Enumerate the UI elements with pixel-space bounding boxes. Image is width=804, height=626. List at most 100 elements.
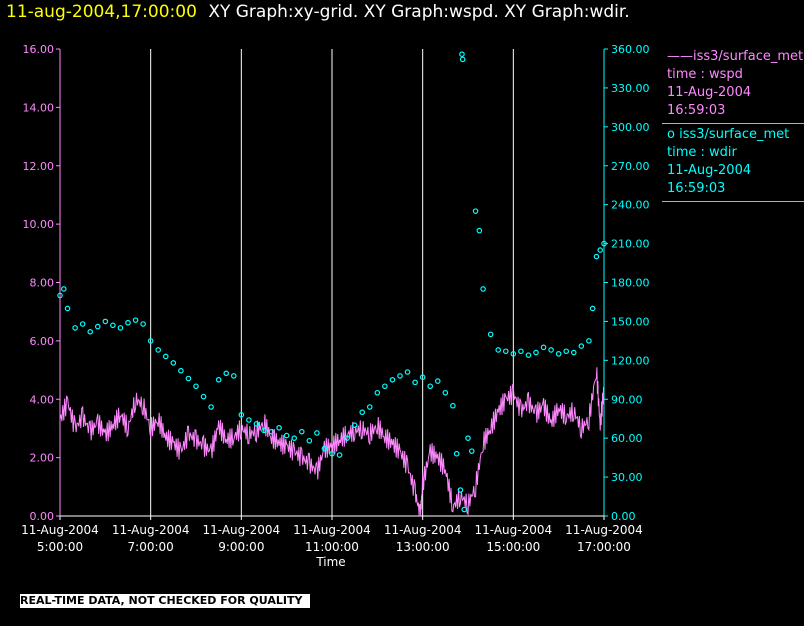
right-tick-label-7: 210.00 [611,238,650,251]
legend-wdir-title: o iss3/surface_met [667,126,804,144]
x-tick-time-0: 5:00:00 [37,540,83,554]
wdir-point-4 [79,321,86,327]
wdir-point-39 [344,435,350,441]
wdir-point-79 [601,240,607,247]
right-tick-label-11: 330.00 [611,82,650,95]
x-tick-date-0: 11-Aug-2004 [21,523,99,537]
wdir-point-3 [72,325,78,331]
wdir-point-61 [480,286,486,292]
left-tick-label-0: 0.00 [30,510,55,523]
x-tick-date-4: 11-Aug-2004 [384,523,462,537]
legend-wspd-title: ——iss3/surface_met [667,48,804,66]
wdir-point-62 [487,331,494,338]
wdir-point-76 [589,305,596,312]
wdir-point-40 [351,422,358,428]
header-graph-titles: XY Graph:xy-grid. XY Graph:wspd. XY Grap… [208,2,630,22]
wdir-point-26 [246,417,252,423]
right-tick-label-10: 300.00 [611,121,650,134]
x-tick-time-5: 15:00:00 [486,540,540,554]
left-axis-ticks: 0.00 2.00 4.00 6.00 8.00 10.00 12.00 14.00 16.00 [23,43,60,523]
wdir-point-33 [298,428,305,435]
x-tick-date-6: 11-Aug-2004 [565,523,643,537]
quality-disclaimer: REAL-TIME DATA, NOT CHECKED FOR QUALITY [20,594,310,608]
legend-wspd: ——iss3/surface_met time : wspd 11-Aug-20… [662,46,804,124]
wdir-point-19 [193,383,199,390]
wdir-point-38 [336,452,343,458]
wdir-point-70 [548,347,554,353]
wdir-point-2 [64,305,71,312]
wdir-point-60 [476,227,483,234]
wdir-point-31 [283,432,290,439]
wdir-point-37 [329,450,335,457]
wdir-point-22 [215,376,222,383]
wdir-point-30 [276,424,282,431]
wdir-point-50 [427,383,434,390]
x-tick-time-4: 13:00:00 [396,540,450,554]
left-tick-label-4: 8.00 [30,277,55,290]
wdir-point-54 [453,450,460,457]
legend-wspd-source: iss3/surface_met [693,49,804,64]
wdir-point-29 [268,428,275,435]
wdir-point-18 [185,375,192,382]
wdir-point-64 [502,348,509,355]
wdir-point-28 [261,427,267,434]
wdir-point-67 [525,352,532,358]
wdir-point-65 [510,351,517,357]
wdir-point-43 [374,389,381,396]
wdir-point-78 [597,247,604,253]
left-tick-label-7: 14.00 [23,101,55,114]
legend-wdir-date: 11-Aug-2004 [667,163,752,178]
legend-wdir-source: iss3/surface_met [679,127,790,142]
x-tick-date-1: 11-Aug-2004 [112,523,190,537]
wdir-point-74 [578,343,585,349]
wdir-series [57,51,607,513]
wdir-point-72 [563,348,570,355]
wdir-point-56 [461,506,468,513]
left-tick-label-6: 12.00 [23,160,55,173]
x-axis-ticks: 11-Aug-2004 5:00:00 11-Aug-2004 7:00:00 11-A… [21,516,643,554]
wdir-point-35 [314,430,320,436]
wdir-point-51 [434,378,441,384]
x-tick-time-6: 17:00:00 [577,540,631,554]
left-tick-label-8: 16.00 [23,43,55,56]
wdir-point-68 [533,349,539,356]
wdir-point-58 [468,448,475,454]
wspd-line [59,367,605,517]
legend-wspd-date: 11-Aug-2004 [667,85,752,100]
legend-wspd-var: time : wspd [667,67,743,82]
wdir-point-16 [170,360,177,366]
wdir-point-7 [102,318,109,325]
wdir-point-42 [366,404,373,410]
wdir-point-57 [465,435,471,441]
x-axis-title: Time [315,555,345,569]
wdir-point-52 [442,389,449,396]
wdir-point-63 [495,347,502,353]
wdir-point-27 [253,421,260,427]
wdir-point-71 [555,351,562,357]
wdir-point-73 [570,349,577,356]
wdir-point-14 [155,347,162,353]
legend-wdir-circle-marker: o [667,127,675,142]
wdir-point-13 [147,338,154,344]
wdir-point-66 [518,348,524,355]
wdir-point-81 [459,56,466,63]
wdir-point-48 [412,379,418,386]
wdir-point-32 [291,435,298,441]
wdir-point-1 [60,286,67,292]
wdir-point-69 [540,344,547,351]
right-tick-label-4: 120.00 [611,354,650,367]
right-tick-label-1: 30.00 [611,471,643,484]
wdir-point-45 [389,376,396,383]
wdir-point-75 [586,338,592,344]
legend-wdir-time: 16:59:03 [667,181,726,196]
legend-wdir-var: time : wdir [667,145,737,160]
x-tick-time-3: 11:00:00 [305,540,359,554]
wspd-series [59,367,605,517]
right-tick-label-8: 240.00 [611,199,650,212]
left-tick-label-2: 4.00 [30,393,55,406]
wdir-point-23 [223,370,230,377]
wdir-point-17 [178,367,184,374]
wdir-point-21 [208,404,214,410]
wdir-point-10 [125,319,131,326]
